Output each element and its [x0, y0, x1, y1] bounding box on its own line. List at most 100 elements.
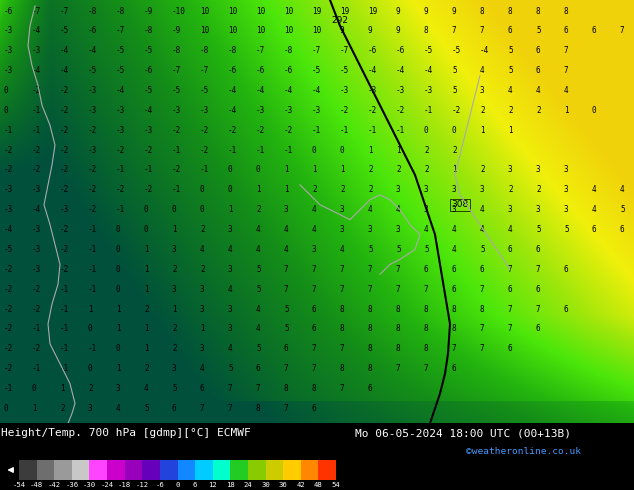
Text: -6: -6	[155, 482, 164, 488]
Text: -1: -1	[32, 364, 41, 373]
Bar	[55, 460, 72, 480]
Text: -2: -2	[32, 305, 41, 314]
Text: 4: 4	[452, 245, 456, 254]
Text: 5: 5	[424, 245, 429, 254]
Text: -4: -4	[284, 86, 294, 95]
Text: 4: 4	[536, 86, 541, 95]
Text: 0: 0	[32, 384, 37, 393]
Text: -2: -2	[340, 106, 349, 115]
Text: 0: 0	[200, 205, 205, 214]
Text: -2: -2	[32, 344, 41, 353]
Text: -3: -3	[284, 106, 294, 115]
Text: 8: 8	[368, 324, 373, 334]
Text: 5: 5	[256, 265, 261, 274]
Text: -8: -8	[200, 46, 209, 55]
Text: 3: 3	[452, 205, 456, 214]
Text: -7: -7	[256, 46, 265, 55]
Text: 5: 5	[508, 46, 513, 55]
Text: -2: -2	[60, 185, 69, 195]
Text: 8: 8	[452, 305, 456, 314]
Text: 6: 6	[452, 285, 456, 294]
Text: -5: -5	[312, 66, 321, 75]
Text: 2: 2	[508, 185, 513, 195]
Text: -1: -1	[200, 166, 209, 174]
Text: 3: 3	[564, 166, 569, 174]
Text: 6: 6	[536, 46, 541, 55]
Text: 5: 5	[452, 66, 456, 75]
Text: -2: -2	[200, 126, 209, 135]
Text: -4: -4	[368, 66, 377, 75]
Text: -7: -7	[312, 46, 321, 55]
Text: 9: 9	[368, 26, 373, 35]
Text: 1: 1	[172, 305, 177, 314]
Text: 7: 7	[424, 364, 429, 373]
Text: 6: 6	[564, 305, 569, 314]
Text: 3: 3	[312, 245, 316, 254]
Text: 1: 1	[340, 166, 345, 174]
Text: -3: -3	[200, 106, 209, 115]
Text: 10: 10	[284, 7, 294, 17]
Text: -3: -3	[396, 86, 405, 95]
Bar	[248, 460, 266, 480]
Text: 9: 9	[340, 26, 345, 35]
Text: -54: -54	[13, 482, 25, 488]
Text: 5: 5	[228, 364, 233, 373]
Text: 7: 7	[200, 404, 205, 413]
Text: -1: -1	[172, 146, 181, 154]
Text: 10: 10	[200, 7, 209, 17]
Text: 7: 7	[508, 265, 513, 274]
Text: 0: 0	[144, 205, 148, 214]
Text: 48: 48	[314, 482, 323, 488]
Text: -10: -10	[172, 7, 186, 17]
Text: 3: 3	[396, 225, 401, 234]
Text: -1: -1	[424, 106, 433, 115]
Text: -5: -5	[144, 86, 153, 95]
Text: 6: 6	[536, 66, 541, 75]
Text: -7: -7	[200, 66, 209, 75]
Text: 7: 7	[340, 285, 345, 294]
Text: 3: 3	[424, 205, 429, 214]
Text: 3: 3	[172, 364, 177, 373]
Text: 2: 2	[172, 324, 177, 334]
Text: -4: -4	[228, 86, 237, 95]
Text: -7: -7	[116, 26, 126, 35]
Text: 3: 3	[508, 166, 513, 174]
Text: -2: -2	[60, 86, 69, 95]
Text: 42: 42	[297, 482, 305, 488]
Bar	[230, 460, 248, 480]
Text: -5: -5	[200, 86, 209, 95]
Text: 4: 4	[228, 344, 233, 353]
Text: -7: -7	[340, 46, 349, 55]
Text: 2: 2	[396, 166, 401, 174]
Text: 0: 0	[452, 126, 456, 135]
Text: 2: 2	[200, 265, 205, 274]
Text: 30: 30	[261, 482, 270, 488]
Text: 3: 3	[340, 225, 345, 234]
Text: -2: -2	[284, 126, 294, 135]
Text: 3: 3	[172, 285, 177, 294]
Text: 7: 7	[256, 384, 261, 393]
Text: -1: -1	[4, 384, 13, 393]
Text: -3: -3	[116, 126, 126, 135]
Text: 10: 10	[256, 7, 265, 17]
Text: 7: 7	[340, 344, 345, 353]
Text: 7: 7	[480, 26, 484, 35]
Text: 5: 5	[536, 26, 541, 35]
Text: 4: 4	[480, 66, 484, 75]
Text: 4: 4	[592, 205, 597, 214]
Text: -1: -1	[88, 265, 97, 274]
Text: 2: 2	[508, 106, 513, 115]
Text: 5: 5	[144, 404, 148, 413]
Text: 12: 12	[209, 482, 217, 488]
Text: ©weatheronline.co.uk: ©weatheronline.co.uk	[466, 447, 581, 456]
Text: -5: -5	[144, 46, 153, 55]
Text: 0: 0	[228, 185, 233, 195]
Text: -3: -3	[4, 26, 13, 35]
Text: 6: 6	[256, 364, 261, 373]
Text: -4: -4	[60, 46, 69, 55]
Text: 7: 7	[480, 324, 484, 334]
Text: 4: 4	[620, 185, 624, 195]
Text: -2: -2	[60, 106, 69, 115]
Text: -2: -2	[32, 166, 41, 174]
Text: -2: -2	[60, 225, 69, 234]
